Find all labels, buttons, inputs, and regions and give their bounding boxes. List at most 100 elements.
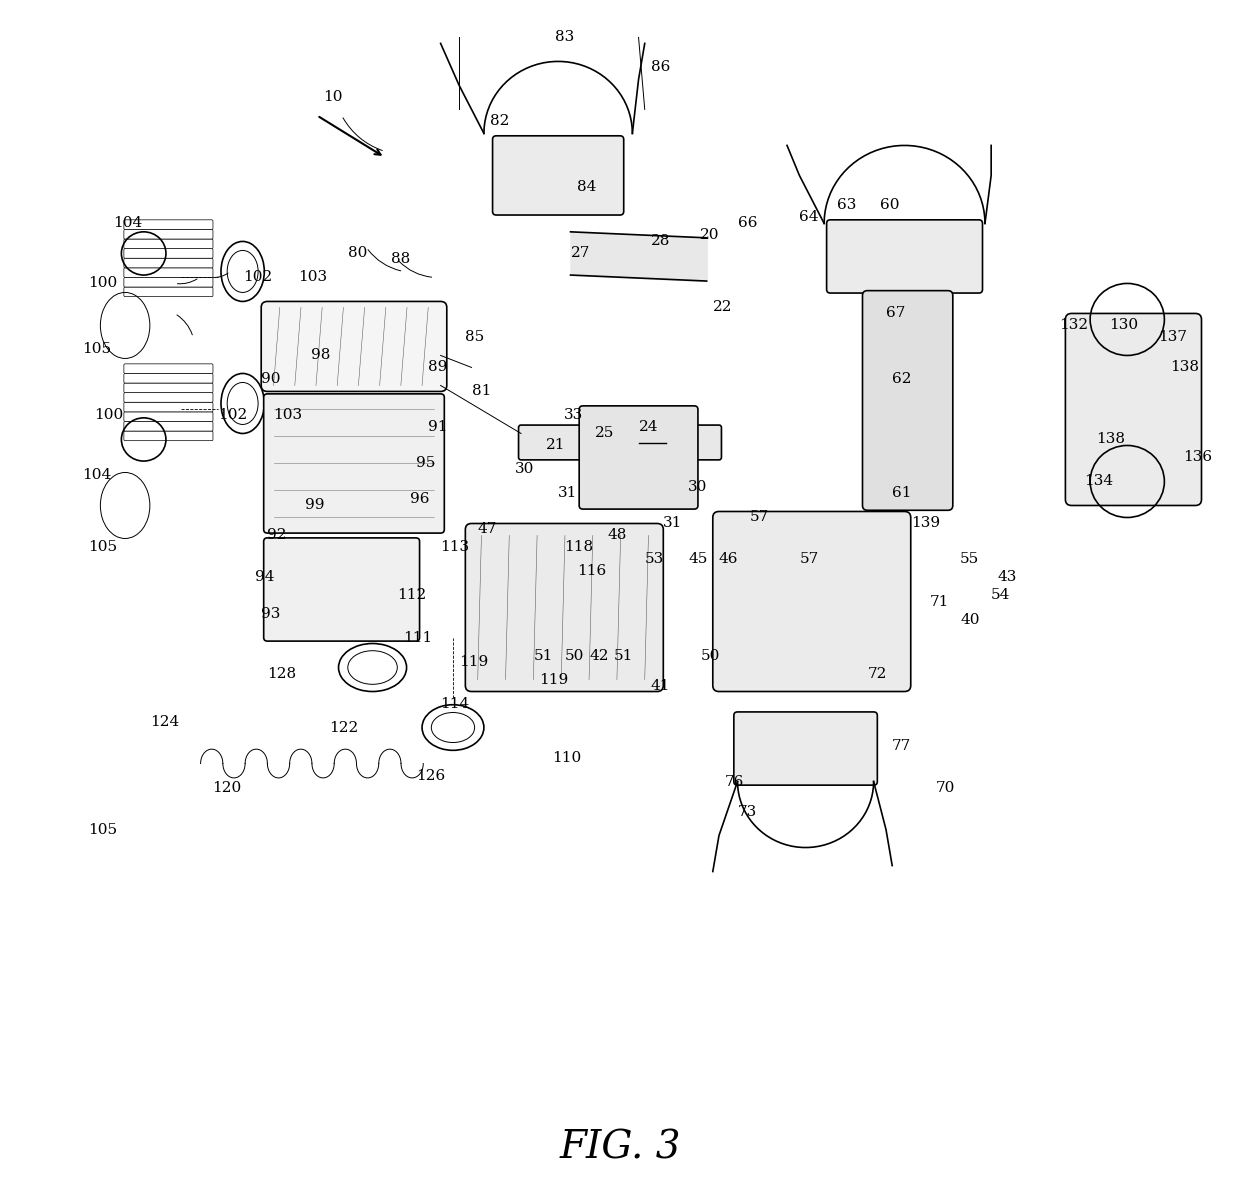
Text: 93: 93 xyxy=(262,606,280,621)
Text: 31: 31 xyxy=(558,486,578,500)
Text: 80: 80 xyxy=(347,247,367,260)
Text: 90: 90 xyxy=(262,373,280,386)
FancyBboxPatch shape xyxy=(124,268,213,278)
Text: 27: 27 xyxy=(570,247,590,260)
Text: 86: 86 xyxy=(651,60,671,75)
Text: 103: 103 xyxy=(299,271,327,284)
Text: 71: 71 xyxy=(929,594,949,609)
Text: 64: 64 xyxy=(800,211,818,225)
Text: 96: 96 xyxy=(409,492,429,506)
FancyBboxPatch shape xyxy=(124,278,213,288)
FancyBboxPatch shape xyxy=(124,259,213,268)
FancyBboxPatch shape xyxy=(465,523,663,692)
FancyBboxPatch shape xyxy=(579,405,698,509)
Text: 57: 57 xyxy=(800,552,818,567)
Text: 33: 33 xyxy=(564,409,584,422)
Text: 126: 126 xyxy=(415,769,445,782)
Text: 85: 85 xyxy=(465,331,485,344)
FancyBboxPatch shape xyxy=(492,136,624,215)
Text: 92: 92 xyxy=(268,528,286,543)
Text: 20: 20 xyxy=(701,229,720,243)
Text: 30: 30 xyxy=(515,462,534,476)
FancyBboxPatch shape xyxy=(124,392,213,402)
FancyBboxPatch shape xyxy=(124,288,213,297)
FancyBboxPatch shape xyxy=(124,373,213,383)
Text: 21: 21 xyxy=(546,438,565,452)
Text: 99: 99 xyxy=(305,498,324,512)
FancyBboxPatch shape xyxy=(124,411,213,421)
Text: 137: 137 xyxy=(1158,331,1187,344)
Text: 46: 46 xyxy=(719,552,739,567)
Text: 47: 47 xyxy=(477,522,497,537)
FancyBboxPatch shape xyxy=(827,220,982,294)
Text: 45: 45 xyxy=(688,552,708,567)
Text: 119: 119 xyxy=(539,672,569,687)
FancyBboxPatch shape xyxy=(264,538,419,641)
FancyBboxPatch shape xyxy=(124,383,213,392)
Text: 62: 62 xyxy=(893,373,911,386)
Text: 61: 61 xyxy=(893,486,911,500)
Text: 136: 136 xyxy=(1183,450,1211,464)
Text: 102: 102 xyxy=(218,409,247,422)
Text: 77: 77 xyxy=(893,739,911,753)
FancyBboxPatch shape xyxy=(124,239,213,249)
Text: 138: 138 xyxy=(1171,361,1199,374)
Text: 24: 24 xyxy=(639,421,658,434)
Text: 66: 66 xyxy=(738,217,758,231)
Text: 89: 89 xyxy=(428,361,448,374)
Text: 28: 28 xyxy=(651,235,671,249)
FancyBboxPatch shape xyxy=(124,363,213,373)
FancyBboxPatch shape xyxy=(124,230,213,239)
Text: 103: 103 xyxy=(274,409,303,422)
FancyBboxPatch shape xyxy=(734,712,878,786)
Text: 114: 114 xyxy=(440,697,470,711)
Text: 54: 54 xyxy=(991,588,1011,603)
FancyBboxPatch shape xyxy=(863,291,952,510)
Text: 122: 122 xyxy=(330,721,358,735)
Text: 50: 50 xyxy=(701,648,719,663)
FancyBboxPatch shape xyxy=(124,421,213,431)
Text: 57: 57 xyxy=(750,510,769,525)
FancyBboxPatch shape xyxy=(124,402,213,411)
Text: 30: 30 xyxy=(688,480,708,494)
Text: 48: 48 xyxy=(608,528,627,543)
Text: 130: 130 xyxy=(1109,319,1138,332)
Text: 73: 73 xyxy=(738,805,756,818)
Text: 51: 51 xyxy=(614,648,634,663)
Text: 112: 112 xyxy=(397,588,427,603)
Text: 84: 84 xyxy=(577,180,596,195)
Text: 82: 82 xyxy=(490,114,510,129)
Text: 138: 138 xyxy=(1096,432,1126,446)
Text: 113: 113 xyxy=(440,540,470,555)
Text: 110: 110 xyxy=(552,751,582,765)
Text: 95: 95 xyxy=(415,456,435,470)
Text: 81: 81 xyxy=(471,385,491,398)
Text: 98: 98 xyxy=(311,349,330,362)
Text: 51: 51 xyxy=(533,648,553,663)
Text: 119: 119 xyxy=(459,654,489,669)
Text: 105: 105 xyxy=(82,343,110,356)
Text: 70: 70 xyxy=(935,781,955,794)
Text: 63: 63 xyxy=(837,198,856,213)
Text: 91: 91 xyxy=(428,421,448,434)
Text: 116: 116 xyxy=(577,564,606,579)
FancyBboxPatch shape xyxy=(264,393,444,533)
FancyBboxPatch shape xyxy=(124,249,213,259)
Text: 41: 41 xyxy=(651,678,671,693)
FancyBboxPatch shape xyxy=(713,511,910,692)
Text: 10: 10 xyxy=(324,90,342,105)
Text: 105: 105 xyxy=(88,823,117,836)
FancyBboxPatch shape xyxy=(1065,314,1202,505)
Text: 31: 31 xyxy=(663,516,683,531)
Text: FIG. 3: FIG. 3 xyxy=(559,1130,681,1166)
Text: 102: 102 xyxy=(243,271,272,284)
Text: 111: 111 xyxy=(403,630,433,645)
Text: 42: 42 xyxy=(589,648,609,663)
Text: 132: 132 xyxy=(1059,319,1089,332)
Text: 60: 60 xyxy=(880,198,899,213)
Text: 104: 104 xyxy=(82,468,112,482)
Text: 100: 100 xyxy=(94,409,124,422)
Text: 67: 67 xyxy=(887,307,905,320)
Text: 104: 104 xyxy=(113,217,143,231)
Text: 100: 100 xyxy=(88,277,118,290)
